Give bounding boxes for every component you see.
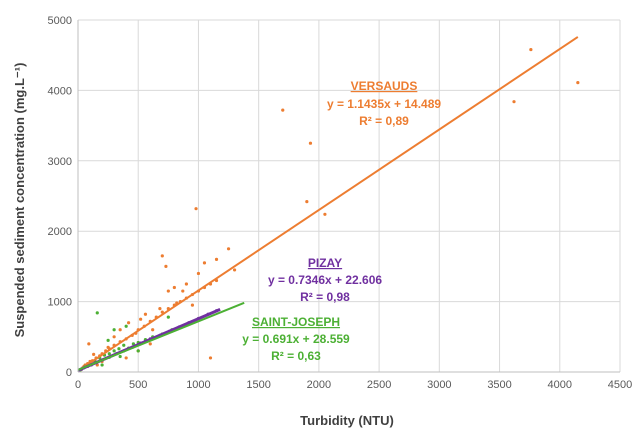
data-point-versauds xyxy=(202,261,207,265)
x-tick-label: 2000 xyxy=(307,379,331,391)
trendline-versauds xyxy=(77,36,579,372)
x-tick-label: 3000 xyxy=(427,379,451,391)
data-point-versauds xyxy=(172,285,176,290)
data-point-versauds xyxy=(232,268,237,272)
data-point-versauds xyxy=(160,254,164,258)
data-point-saint-joseph xyxy=(95,311,99,315)
data-point-versauds xyxy=(529,47,533,52)
data-point-saint-joseph xyxy=(117,347,121,351)
data-point-versauds xyxy=(184,282,188,286)
y-tick-label: 3000 xyxy=(48,156,72,168)
r2-saint-joseph: R² = 0,63 xyxy=(271,349,321,363)
data-point-saint-joseph xyxy=(112,349,116,353)
data-point-saint-joseph xyxy=(112,328,116,332)
data-point-versauds xyxy=(151,328,155,332)
trendline-saint-joseph xyxy=(77,301,245,371)
x-tick-label: 4500 xyxy=(608,379,632,391)
data-point-versauds xyxy=(87,342,91,346)
x-tick-label: 3500 xyxy=(487,379,511,391)
axes xyxy=(77,20,620,373)
gridlines xyxy=(78,19,621,372)
annotation-pizay: PIZAY y = 0.7346x + 22.606 R² = 0,98 xyxy=(268,256,382,304)
series-name-saint-joseph: SAINT-JOSEPH xyxy=(252,315,340,329)
data-point-saint-joseph xyxy=(118,354,122,359)
data-point-versauds xyxy=(106,345,110,349)
r2-versauds: R² = 0,89 xyxy=(359,114,409,128)
x-tick-label: 4000 xyxy=(548,379,572,391)
data-point-saint-joseph xyxy=(100,363,104,367)
x-tick-label: 500 xyxy=(129,379,147,391)
x-tick-label: 2500 xyxy=(367,379,391,391)
y-tick-label: 0 xyxy=(66,367,72,379)
data-point-versauds xyxy=(124,356,128,360)
equation-versauds: y = 1.1435x + 14.489 xyxy=(327,97,441,111)
y-tick-label: 1000 xyxy=(48,297,72,309)
equation-pizay: y = 0.7346x + 22.606 xyxy=(268,273,382,287)
data-point-versauds xyxy=(143,312,148,316)
data-point-versauds xyxy=(323,212,327,216)
data-point-versauds xyxy=(148,342,152,346)
trendlines xyxy=(77,36,579,372)
data-point-versauds xyxy=(576,81,580,85)
x-axis-title: Turbidity (NTU) xyxy=(300,413,394,428)
data-point-versauds xyxy=(308,141,313,145)
data-point-saint-joseph xyxy=(106,338,110,342)
data-point-versauds xyxy=(118,328,122,332)
data-point-versauds xyxy=(194,207,198,211)
y-tick-label: 4000 xyxy=(48,85,72,97)
data-point-versauds xyxy=(181,289,185,293)
data-point-versauds xyxy=(208,356,213,360)
r2-pizay: R² = 0,98 xyxy=(300,290,350,304)
y-tick-label: 2000 xyxy=(48,226,72,238)
x-tick-label: 1000 xyxy=(186,379,210,391)
y-axis-title: Suspended sediment concentration (mg.L⁻¹… xyxy=(12,63,27,338)
data-point-versauds xyxy=(158,307,162,311)
data-point-versauds xyxy=(196,271,201,276)
data-point-versauds xyxy=(512,100,516,104)
x-tick-label: 0 xyxy=(75,379,81,391)
data-point-saint-joseph xyxy=(107,352,111,356)
x-tick-label: 1500 xyxy=(246,379,270,391)
data-point-versauds xyxy=(92,352,96,356)
data-point-versauds xyxy=(139,317,143,321)
data-point-saint-joseph xyxy=(124,324,128,328)
equation-saint-joseph: y = 0.691x + 28.559 xyxy=(242,332,350,346)
data-point-saint-joseph xyxy=(166,315,170,319)
data-point-saint-joseph xyxy=(131,342,136,346)
data-point-saint-joseph xyxy=(122,343,126,347)
series-name-versauds: VERSAUDS xyxy=(351,79,418,93)
tick-labels: 0 1000 2000 3000 4000 5000 0 500 1000 1500 2000 250… xyxy=(48,15,633,391)
data-point-versauds xyxy=(305,200,309,204)
annotation-versauds: VERSAUDS y = 1.1435x + 14.489 R² = 0,89 xyxy=(327,79,441,128)
annotation-saint-joseph: SAINT-JOSEPH y = 0.691x + 28.559 R² = 0,… xyxy=(242,315,350,363)
data-point-versauds xyxy=(164,264,168,268)
data-point-versauds xyxy=(112,335,116,339)
data-point-versauds xyxy=(166,289,170,293)
data-point-versauds xyxy=(214,257,219,261)
data-point-versauds xyxy=(281,108,285,112)
data-point-versauds xyxy=(226,247,231,251)
data-point-versauds xyxy=(126,321,131,325)
data-point-saint-joseph xyxy=(136,349,140,353)
series-name-pizay: PIZAY xyxy=(308,256,342,270)
y-tick-label: 5000 xyxy=(48,15,72,27)
data-point-versauds xyxy=(190,303,195,307)
